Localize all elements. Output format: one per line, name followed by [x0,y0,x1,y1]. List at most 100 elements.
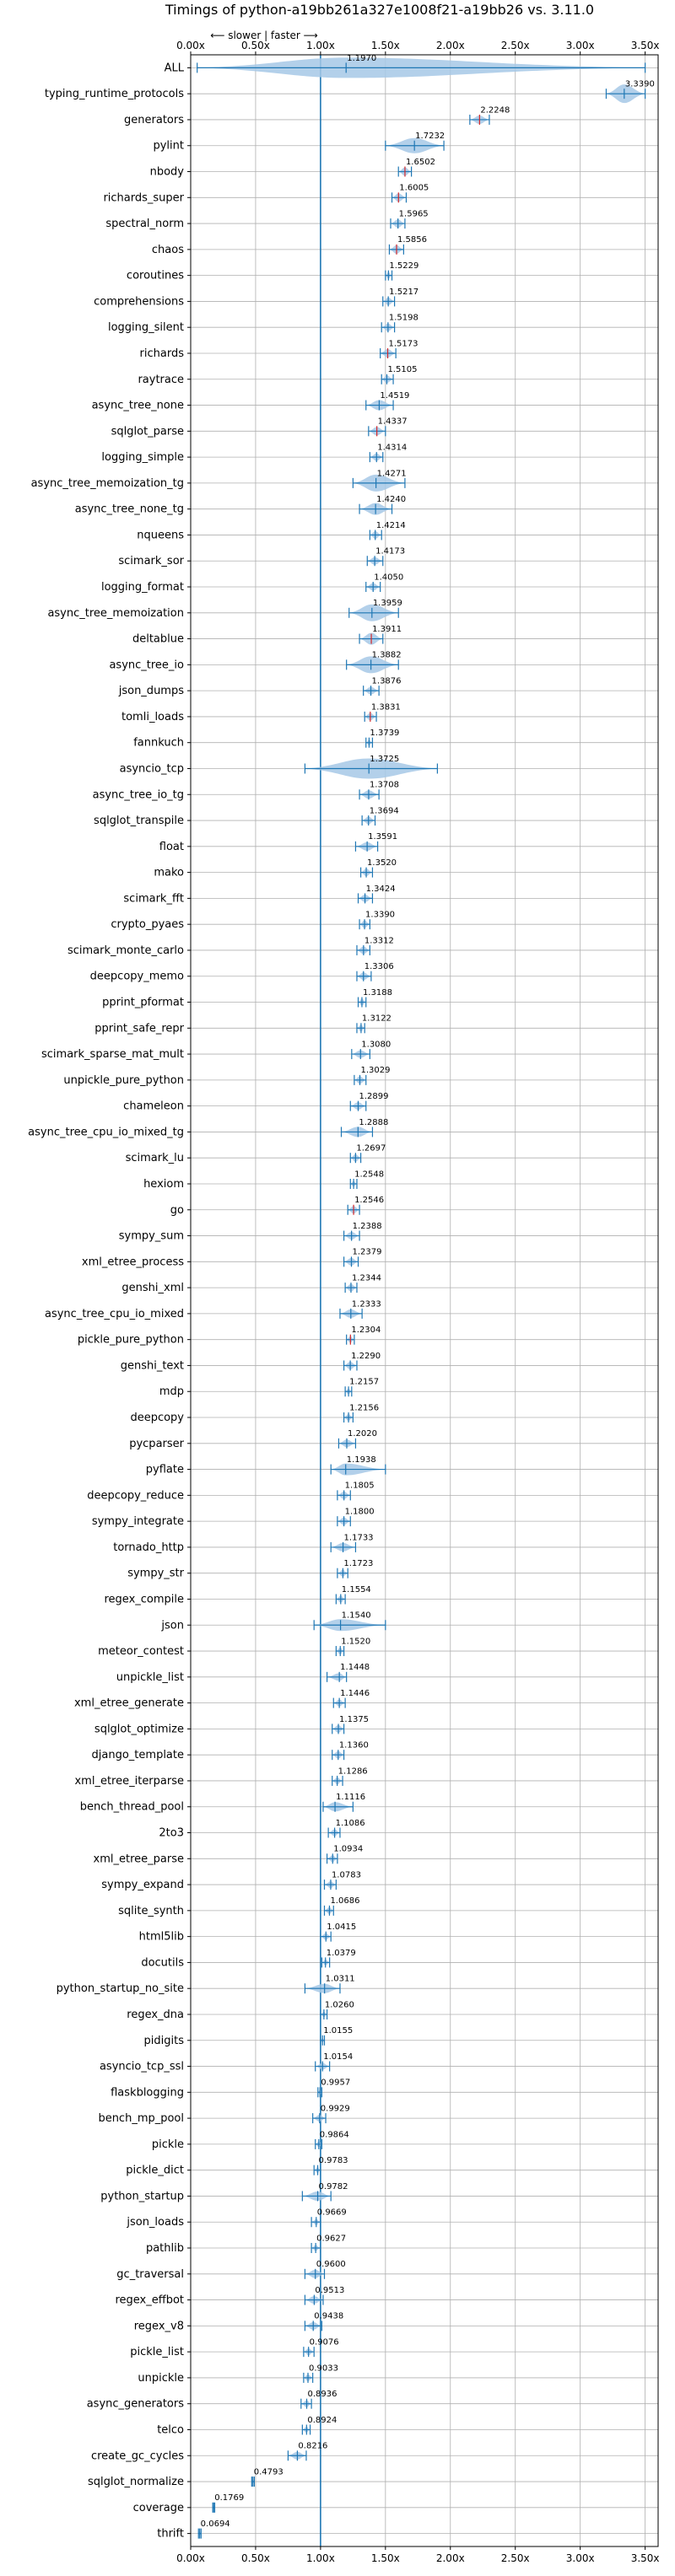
value-label: 1.1520 [341,1637,370,1646]
x-tick-label-top: 3.50x [631,40,660,51]
benchmark-label: scimark_lu [126,1152,184,1164]
value-label: 1.1733 [344,1533,374,1542]
value-label: 1.0686 [330,1896,359,1906]
value-label: 1.6502 [406,158,435,167]
value-label: 1.4214 [376,521,406,530]
benchmark-label: bench_thread_pool [80,1801,184,1814]
chart-title: Timings of python-a19bb261a327e1008f21-a… [165,2,594,18]
benchmark-label: json_loads [126,2216,184,2229]
benchmark-label: pycparser [129,1438,184,1450]
slower-faster-annotation: ⟵ slower | faster ⟶ [210,30,318,41]
benchmark-label: async_tree_cpu_io_mixed_tg [28,1126,184,1138]
value-label: 0.9033 [309,2364,338,2373]
value-label: 1.4314 [377,443,407,452]
value-label: 1.3312 [364,936,394,945]
benchmark-label: scimark_monte_carlo [68,944,184,957]
benchmark-label: chaos [152,244,184,256]
benchmark-label: pyflate [146,1464,184,1476]
value-label: 0.9782 [319,2182,348,2191]
value-label: 1.3725 [370,755,399,764]
value-label: 0.9513 [315,2286,344,2295]
x-tick-label-bottom: 1.50x [371,2552,400,2564]
benchmark-label: nqueens [137,529,184,541]
benchmark-label: crypto_pyaes [111,918,184,931]
value-label: 1.2888 [359,1118,388,1127]
value-label: 1.1805 [345,1482,375,1491]
benchmark-label: generators [124,114,184,126]
benchmark-label: genshi_xml [122,1282,184,1294]
value-label: 1.2304 [351,1326,381,1335]
value-label: 1.5856 [397,235,427,245]
value-label: 1.2899 [359,1092,389,1101]
benchmark-label: mdp [159,1385,184,1398]
benchmark-label: bench_mp_pool [98,2112,184,2125]
value-label: 1.5198 [389,314,418,323]
value-label: 1.3390 [365,911,395,920]
x-tick-label-top: 2.00x [436,40,465,51]
value-label: 1.2333 [352,1299,381,1309]
benchmark-label: sqlglot_transpile [94,815,184,827]
violin-layer [197,57,646,2539]
value-label: 1.2388 [353,1222,382,1231]
benchmark-label: sqlglot_optimize [94,1723,184,1735]
benchmark-label: gc_traversal [116,2268,184,2281]
benchmark-label: async_tree_io_tg [93,788,184,801]
value-label: 1.1360 [339,1741,369,1750]
benchmark-label: async_tree_none_tg [75,503,184,516]
benchmark-label: deepcopy [130,1412,184,1424]
x-tick-label-bottom: 0.50x [241,2552,270,2564]
value-label: 1.3831 [371,702,401,712]
x-tick-label-bottom: 3.00x [566,2552,595,2564]
value-label: 0.9600 [316,2260,346,2269]
benchmark-label: asyncio_tcp_ssl [100,2061,184,2073]
value-label: 1.2020 [348,1429,377,1439]
benchmark-label: pylint [153,140,184,153]
benchmark-label: typing_runtime_protocols [45,88,184,100]
benchmark-label: comprehensions [94,295,184,308]
value-label: 1.2157 [349,1378,379,1387]
benchmark-label: async_tree_memoization_tg [31,477,184,490]
value-label: 1.5173 [388,339,418,348]
x-tick-label-bottom: 2.50x [501,2552,530,2564]
benchmark-label: coverage [133,2502,184,2514]
benchmark-label: thrift [157,2528,184,2541]
benchmark-label: 2to3 [159,1827,184,1840]
benchmark-label: logging_silent [108,321,184,334]
value-label: 1.3122 [362,1014,392,1024]
benchmark-label: richards [140,347,185,360]
benchmark-label: pickle_pure_python [78,1334,184,1347]
benchmark-label: logging_simple [101,451,184,464]
benchmark-label: float [159,841,184,853]
benchmark-label: async_tree_none [92,400,184,412]
value-label: 2.2248 [480,105,510,115]
benchmark-label: regex_dna [127,2009,184,2021]
value-label: 1.0260 [325,2000,354,2009]
benchmark-label: xml_etree_generate [74,1697,184,1710]
benchmark-label: django_template [92,1749,184,1761]
value-label: 1.1446 [340,1689,370,1698]
value-label: 1.2156 [349,1403,379,1412]
benchmark-label: unpickle_list [116,1671,184,1684]
value-label: 1.4240 [376,495,406,504]
benchmark-label: scimark_sor [118,555,184,567]
value-label: 0.9438 [314,2312,343,2321]
benchmark-label: docutils [141,1956,184,1969]
value-label: 1.0379 [327,1949,356,1958]
x-tick-label-top: 1.50x [371,40,400,51]
value-label: 1.5105 [387,365,417,374]
value-label: 1.4050 [374,573,403,582]
value-label: 1.0154 [323,2052,353,2062]
benchmark-label: regex_effbot [115,2294,184,2307]
benchmark-label: spectral_norm [105,218,184,230]
value-label: 1.1970 [347,54,376,63]
benchmark-label: raytrace [138,374,184,386]
plot-frame [190,54,659,2547]
benchmark-label: regex_compile [104,1593,184,1605]
benchmark-label: go [170,1204,184,1217]
benchmark-label: python_startup_no_site [57,1982,184,1995]
value-label: 0.8924 [307,2416,337,2425]
value-label: 0.9957 [321,2079,350,2088]
value-label: 0.8936 [308,2390,338,2399]
